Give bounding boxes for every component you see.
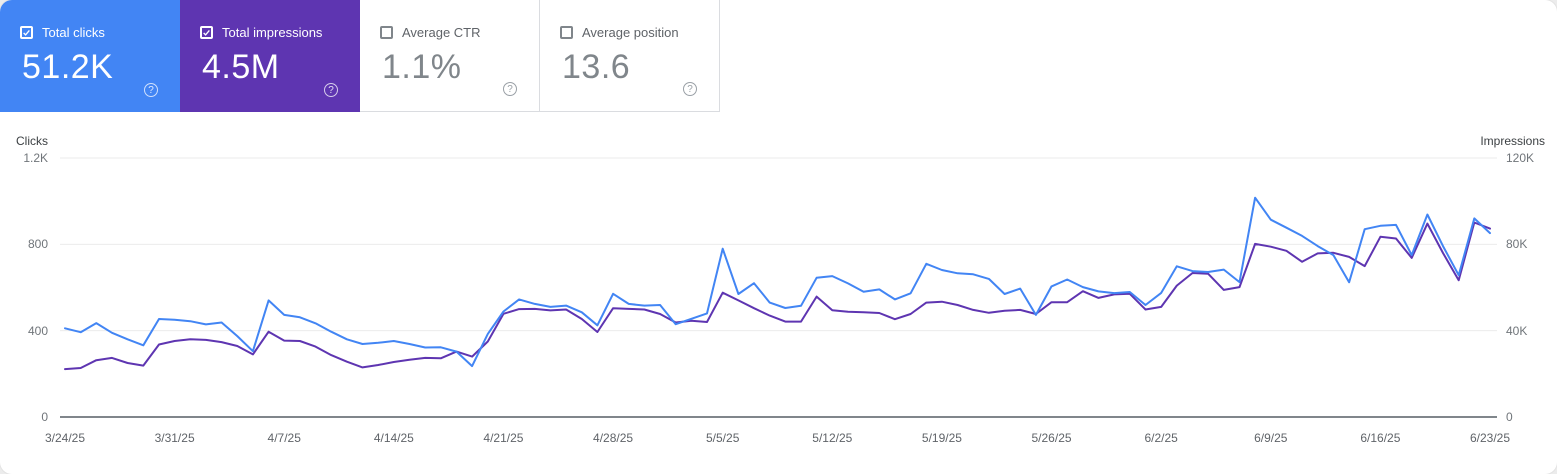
metric-card-total-clicks[interactable]: Total clicks 51.2K ? <box>0 0 180 112</box>
metric-card-label: Average position <box>582 25 679 40</box>
metric-card-label: Average CTR <box>402 25 481 40</box>
metric-card-total-impressions[interactable]: Total impressions 4.5M ? <box>180 0 360 112</box>
metric-card-value: 4.5M <box>202 48 280 86</box>
metric-card-average-position[interactable]: Average position 13.6 ? <box>540 0 720 112</box>
y-axis-tick-label: 800 <box>27 237 48 252</box>
series-line-impressions[interactable] <box>64 221 1491 371</box>
x-axis-tick-label: 3/24/25 <box>44 431 86 445</box>
metric-card-average-ctr[interactable]: Average CTR 1.1% ? <box>360 0 540 112</box>
checkbox-total-impressions[interactable] <box>200 26 213 39</box>
help-icon[interactable]: ? <box>324 83 338 97</box>
metric-card-label: Total clicks <box>42 25 105 40</box>
help-icon[interactable]: ? <box>144 83 158 97</box>
x-axis-tick-label: 6/9/25 <box>1254 431 1288 445</box>
checkbox-total-clicks[interactable] <box>20 26 33 39</box>
metric-card-label: Total impressions <box>222 25 323 40</box>
y-axis-tick-label: 0 <box>1506 410 1513 424</box>
y-axis-tick-label: 0 <box>41 410 48 424</box>
left-axis-title: Clicks <box>16 134 48 148</box>
x-axis-tick-label: 5/12/25 <box>812 431 853 445</box>
y-axis-tick-label: 400 <box>27 323 48 338</box>
checkmark-icon <box>203 29 210 36</box>
x-axis-tick-label: 3/31/25 <box>154 431 195 445</box>
right-axis-title: Impressions <box>1480 134 1545 148</box>
y-axis-tick-label: 120K <box>1506 151 1535 165</box>
y-axis-tick-label: 80K <box>1506 237 1528 252</box>
x-axis-tick-label: 4/28/25 <box>593 431 634 445</box>
x-axis-tick-label: 6/23/25 <box>1469 431 1511 445</box>
checkbox-average-position[interactable] <box>560 26 573 39</box>
y-axis-tick-label: 1.2K <box>23 151 48 165</box>
x-axis-tick-label: 4/21/25 <box>483 431 524 445</box>
series-line-clicks[interactable] <box>64 196 1491 368</box>
x-axis-tick-label: 4/7/25 <box>267 431 301 445</box>
checkbox-average-ctr[interactable] <box>380 26 393 39</box>
metric-card-value: 1.1% <box>382 48 462 86</box>
metric-checkbox-row: Total clicks <box>20 25 105 40</box>
x-axis-tick-label: 6/16/25 <box>1360 431 1401 445</box>
x-axis-tick-label: 6/2/25 <box>1144 431 1178 445</box>
metric-checkbox-row: Total impressions <box>200 25 322 40</box>
metric-checkbox-row: Average CTR <box>380 25 481 40</box>
x-axis-tick-label: 5/26/25 <box>1031 431 1072 445</box>
checkmark-icon <box>23 29 30 36</box>
metric-card-value: 51.2K <box>22 48 114 86</box>
help-icon[interactable]: ? <box>683 82 697 96</box>
metric-cards-row: Total clicks 51.2K ? Total impressions 4… <box>0 0 720 112</box>
x-axis-tick-label: 5/5/25 <box>706 431 740 445</box>
metric-checkbox-row: Average position <box>560 25 679 40</box>
metric-card-value: 13.6 <box>562 48 631 86</box>
y-axis-tick-label: 40K <box>1506 323 1528 338</box>
help-icon[interactable]: ? <box>503 82 517 96</box>
x-axis-tick-label: 5/19/25 <box>921 431 962 445</box>
x-axis-tick-label: 4/14/25 <box>373 431 414 445</box>
